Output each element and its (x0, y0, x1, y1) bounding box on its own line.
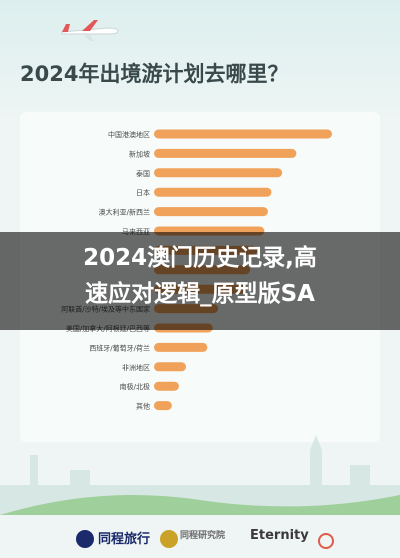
category-label: 非洲地区 (122, 363, 150, 372)
bar (154, 187, 272, 197)
bar (154, 401, 172, 411)
title-box: 2024年出境游计划去哪里？ (20, 58, 320, 100)
tongcheng-logo-icon (76, 530, 94, 548)
category-label: 西班牙/葡萄牙/荷兰 (89, 343, 150, 352)
eternity-logo-icon (318, 533, 334, 549)
footer: 同程旅行 同程研究院 Eternity (0, 520, 400, 558)
category-label: 日本 (136, 188, 150, 197)
brand-tongcheng: 同程旅行 (98, 532, 151, 547)
bar (154, 207, 268, 217)
overlay-line-2: 速应对逻辑_原型版SA (85, 281, 315, 307)
bar (154, 381, 179, 391)
category-label: 澳大利亚/新西兰 (99, 208, 150, 217)
bar (154, 129, 332, 139)
category-label: 中国港澳地区 (108, 130, 150, 139)
brand-eternity: Eternity (250, 528, 309, 543)
bar (154, 342, 208, 352)
airplane-icon (61, 20, 119, 41)
category-label: 其他 (136, 402, 150, 411)
brand-research: 同程研究院 (180, 531, 226, 541)
landmark-skyline (0, 435, 400, 515)
category-label: 南极/北极 (120, 382, 150, 391)
page-title: 2024年出境游计划去哪里？ (20, 62, 289, 86)
category-label: 新加坡 (129, 149, 150, 158)
overlay-banner (0, 232, 400, 330)
sky-background (0, 0, 400, 120)
bar (154, 362, 187, 372)
category-label: 泰国 (136, 169, 150, 178)
overlay-text: 2024澳门历史记录,高 速应对逻辑_原型版SA (0, 240, 400, 312)
research-institute-logo-icon (160, 530, 178, 548)
overlay-line-1: 2024澳门历史记录,高 (83, 245, 317, 271)
bar (154, 168, 283, 178)
bar (154, 148, 297, 158)
